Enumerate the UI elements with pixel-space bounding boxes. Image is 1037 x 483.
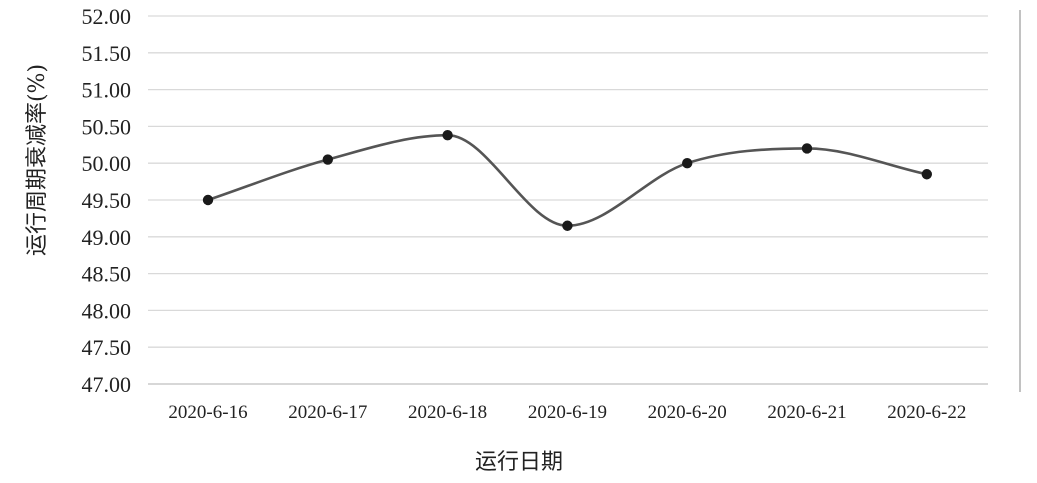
y-tick-label: 51.50 <box>82 41 132 66</box>
data-point <box>801 143 813 154</box>
y-tick-label: 47.00 <box>82 372 132 397</box>
x-axis-title: 运行日期 <box>475 450 563 475</box>
data-point <box>682 158 693 169</box>
x-axis-ticks: 2020-6-16 2020-6-17 2020-6-18 2020-6-19 2020… <box>168 402 966 423</box>
data-point <box>202 194 214 206</box>
x-tick-label: 2020-6-20 <box>648 402 727 423</box>
x-tick-label: 2020-6-16 <box>168 402 247 423</box>
y-tick-label: 49.00 <box>82 225 132 250</box>
x-tick-label: 2020-6-17 <box>288 402 367 423</box>
x-tick-label: 2020-6-21 <box>767 402 846 423</box>
data-point <box>562 220 573 231</box>
y-tick-label: 52.00 <box>82 4 132 29</box>
data-points <box>202 130 932 231</box>
x-tick-label: 2020-6-18 <box>408 402 487 423</box>
y-tick-label: 50.00 <box>82 151 132 176</box>
series-line <box>207 133 928 228</box>
gridlines <box>148 15 988 385</box>
x-tick-label: 2020-6-22 <box>887 402 966 423</box>
y-tick-label: 48.00 <box>82 298 132 323</box>
data-point <box>921 169 932 180</box>
y-tick-label: 47.50 <box>82 335 132 360</box>
data-point <box>322 154 333 165</box>
y-tick-label: 50.50 <box>82 114 132 139</box>
y-tick-label: 51.00 <box>82 78 132 103</box>
y-axis-title: 运行周期衰减率(%) <box>25 64 50 256</box>
y-tick-label: 48.50 <box>82 262 132 287</box>
y-tick-label: 49.50 <box>82 188 132 213</box>
data-point <box>442 130 453 141</box>
x-tick-label: 2020-6-19 <box>528 402 607 423</box>
y-axis-ticks: 47.00 47.50 48.00 48.50 49.00 49.50 50.00 50.50… <box>82 4 132 397</box>
